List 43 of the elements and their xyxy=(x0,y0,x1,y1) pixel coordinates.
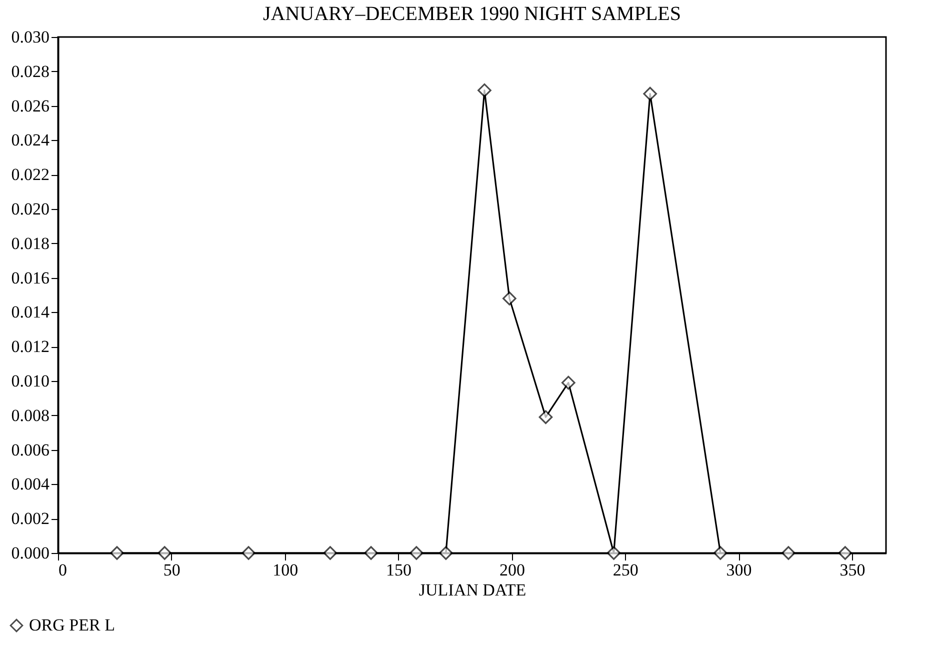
point xyxy=(364,546,378,560)
point xyxy=(606,546,621,560)
point xyxy=(323,546,338,560)
chart-title: JANUARY–DECEMBER 1990 NIGHT SAMPLES xyxy=(262,3,682,25)
x-tick-label: 350 xyxy=(840,560,866,580)
point xyxy=(643,86,657,101)
point xyxy=(561,376,576,390)
point xyxy=(410,546,424,560)
point xyxy=(438,546,453,560)
x-tick-label: 50 xyxy=(163,560,180,580)
point xyxy=(478,83,492,98)
point xyxy=(538,410,553,424)
point xyxy=(502,292,516,306)
y-tick-label: 0.000 xyxy=(11,544,50,562)
point xyxy=(838,546,852,560)
y-tick-label: 0.020 xyxy=(11,200,50,218)
point xyxy=(782,546,796,560)
legend-label: ORG PER L xyxy=(29,616,115,634)
x-tick-label: 300 xyxy=(726,560,752,580)
y-tick-label: 0.002 xyxy=(11,509,50,528)
y-tick-label: 0.004 xyxy=(11,474,50,494)
y-tick-label: 0.028 xyxy=(11,62,50,81)
point xyxy=(158,546,172,560)
y-tick-label: 0.006 xyxy=(11,440,50,460)
point xyxy=(713,546,728,560)
y-tick-label: 0.026 xyxy=(11,96,50,116)
y-tick-label: 0.022 xyxy=(11,165,50,184)
point xyxy=(110,546,124,560)
x-tick-label: 150 xyxy=(386,560,412,580)
y-tick-label: 0.008 xyxy=(11,406,50,425)
y-tick-label: 0.030 xyxy=(11,28,50,46)
y-tick-label: 0.014 xyxy=(11,302,50,322)
x-tick-label: 200 xyxy=(499,560,525,580)
y-tick-label: 0.012 xyxy=(11,337,50,356)
x-tick-label: 0 xyxy=(58,560,67,580)
x-tick-label: 100 xyxy=(272,560,298,580)
y-tick-label: 0.018 xyxy=(11,234,50,253)
y-tick-label: 0.016 xyxy=(11,268,50,288)
x-axis-title: JULIAN DATE xyxy=(418,580,526,600)
point xyxy=(242,546,256,560)
y-tick-label: 0.010 xyxy=(11,372,50,390)
y-tick-label: 0.024 xyxy=(11,130,50,150)
x-tick-label: 250 xyxy=(612,560,638,580)
